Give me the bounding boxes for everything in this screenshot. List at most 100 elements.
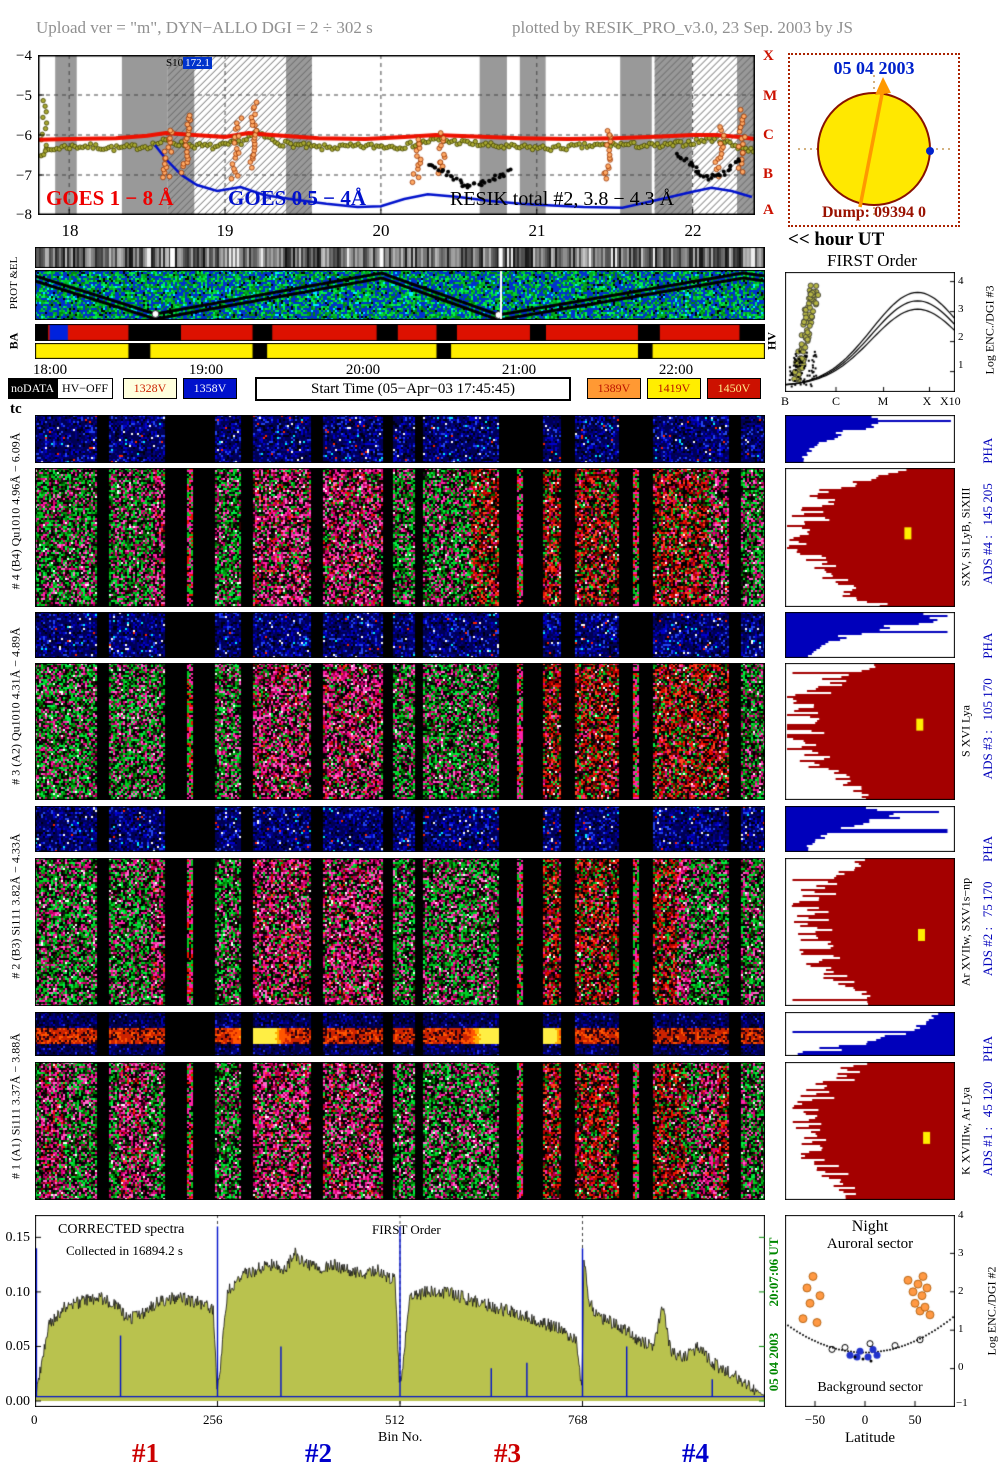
group4-ads-label: ADS #4 : 145 205 PHA [980,437,995,585]
night-label: Night [851,1218,889,1235]
legend-hv-off: HV−OFF [57,378,113,399]
scat-xtick: −50 [804,1412,826,1427]
fo-xtick: B [780,394,789,408]
spec-xtick: 512 [385,1412,405,1427]
fo-ytick: 3 [958,303,964,315]
group1-left-label: # 1 (A1) Si111 3.37Å − 3.88Å [8,1033,23,1179]
spec-ytick: 0.05 [5,1339,31,1354]
hv-axis-label: HV [764,332,779,350]
legend-nodata: noDATA [8,378,57,399]
group1-ads-histogram [785,1062,955,1200]
scat-ytick: −1 [956,1397,968,1409]
goes-class-a: A [763,202,774,218]
background-sector-label: Background sector [817,1380,923,1395]
goes-long-channel-label: GOES 1 − 8 Å [46,186,174,210]
group4-ion-label: SXV, Si LyB, SiXIII [958,487,973,587]
start-time-box: Start Time (05−Apr−03 17:45:45) [255,377,571,401]
sun-axis-arrow [858,88,885,208]
goes-ytick: −6 [16,128,32,144]
group2-left-label: # 2 (B3) Si111 3.82Å − 4.33Å [8,833,23,979]
scat-ytick: 3 [958,1247,964,1259]
resik-total-label: RESIK total #2, 3.8 − 4.3 Å [450,188,675,210]
scat-ytick: 2 [958,1285,964,1297]
goes-class-c: C [763,127,774,143]
group3-ads-label: ADS #3 : 105 170 PHA [980,632,995,780]
flare-tag-box: 172.1 [183,57,212,69]
group4-ads-spectrogram [35,468,765,607]
group4-left-label: # 4 (B4) Qu1010 4.96Å − 6.09Å [8,432,23,590]
spec-xtick: 0 [31,1412,38,1427]
flare-tag-prefix: S10 [166,57,184,69]
first-order-title: FIRST Order [827,251,917,270]
sun-disk [817,92,931,206]
ba-axis-label: BA [6,332,21,350]
hv-red-strip [35,324,765,341]
spec-ytick: 0.15 [5,1230,31,1245]
segment-label-2: #2 [305,1438,332,1468]
fo-xtick: M [877,394,889,408]
fo-xtick: X [922,394,932,408]
group1-ads-spectrogram [35,1062,765,1200]
group4-ads-histogram [785,468,955,607]
sun-date-label: 05 04 2003 [833,58,915,78]
first-order-plot-canvas [785,272,955,392]
spec-xtick: 768 [568,1412,588,1427]
group4-pha-histogram [785,415,955,463]
group1-pha-spectrogram [35,1012,765,1056]
flare-tag: S10 172.1 [166,57,212,69]
scat-ytick: 0 [958,1361,964,1373]
hv-yellow-strip [35,343,765,359]
fo-ytick: 2 [958,331,964,343]
group2-ion-label: Ar XVIIw, SXV1s−np [958,877,973,987]
goes-xtick: 19 [216,221,234,240]
goes-ytick: −5 [16,88,32,104]
sun-panel: 05 04 2003 Dump: 09394 0 [788,53,960,227]
goes-ytick: −8 [16,207,32,223]
fo-right-axis-label: Log ENC./DGI #3 [982,285,997,375]
collection-date-label: 05 04 2003 [766,1332,781,1392]
goes-class-m: M [763,88,778,104]
time-tick: 19:00 [188,362,224,378]
goes-ytick: −7 [16,168,32,184]
intensity-barcode-strip [35,247,765,268]
group1-ads-label: ADS #1 : 45 120 PHA [980,1035,995,1177]
dump-number-label: Dump: 09394 0 [821,204,926,221]
group2-ads-label: ADS #2 : 75 170 PHA [980,835,995,977]
auroral-sector-label: Auroral sector [826,1236,914,1252]
sun-limb-marker [926,147,934,155]
bin-no-label: Bin No. [378,1430,423,1445]
sun-pointing-graphic [798,75,950,219]
fo-xtick: C [831,394,840,408]
time-tick: 21:00 [501,362,537,378]
latitude-scatter-canvas [785,1215,955,1407]
group2-pha-histogram [785,806,955,852]
legend-1358v: 1358V [183,378,237,399]
group2-ads-histogram [785,858,955,1006]
latitude-label: Latitude [845,1430,895,1446]
goes-ytick: −4 [16,48,32,64]
fo-xtick-x10: X10 [940,394,961,408]
time-tick: 20:00 [345,362,381,378]
time-tick: 22:00 [658,362,694,378]
spectra-corrected-label: CORRECTED spectra [58,1222,185,1237]
scat-xtick: 0 [861,1412,869,1427]
spec-xtick: 256 [203,1412,223,1427]
time-tick: 18:00 [32,362,68,378]
tc-label: tc [10,401,22,417]
scat-right-axis-label: Log ENC./DGI #2 [984,1266,999,1356]
legend-1328v: 1328V [123,378,177,399]
segment-label-4: #4 [682,1438,709,1468]
goes-xtick: 22 [684,221,702,240]
goes-class-x: X [763,48,774,64]
goes-xtick: 20 [372,221,390,240]
prot-el-axis-label: PROT &EL [8,256,20,310]
spectra-first-order-label: FIRST Order [372,1222,441,1237]
spec-ytick: 0.10 [5,1285,31,1300]
group3-ads-spectrogram [35,663,765,800]
group3-pha-spectrogram [35,612,765,658]
scat-ytick: 1 [958,1323,964,1335]
spectra-collected-label: Collected in 16894.2 s [66,1243,183,1258]
group3-ads-histogram [785,663,955,800]
group3-pha-histogram [785,612,955,658]
